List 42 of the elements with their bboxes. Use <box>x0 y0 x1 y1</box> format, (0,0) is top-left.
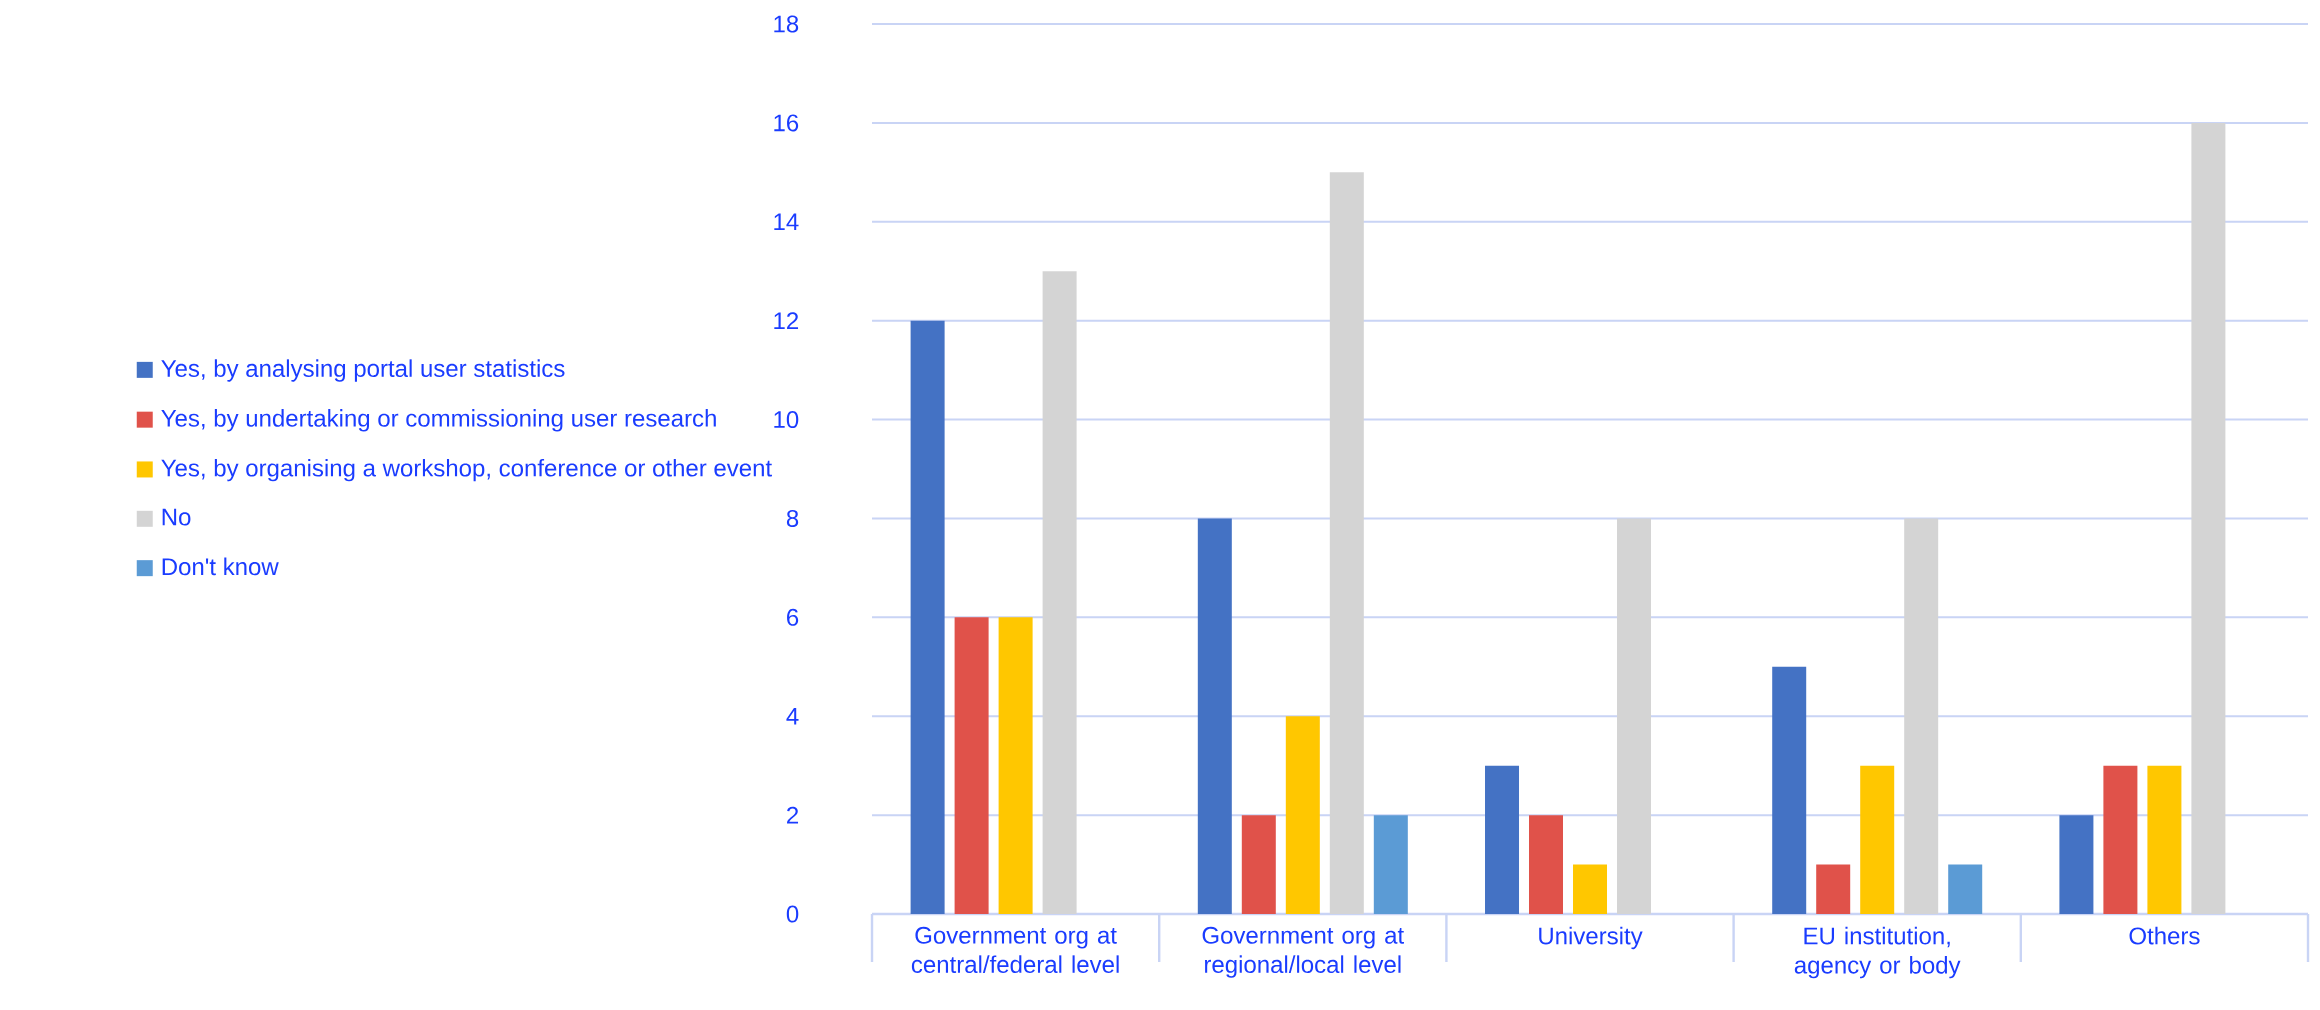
y-tick-label: 6 <box>787 608 799 626</box>
bar <box>2059 815 2094 915</box>
y-tick-label: 12 <box>774 312 799 330</box>
bar <box>1329 172 1364 915</box>
bar <box>1485 765 1520 915</box>
y-tick-label: 14 <box>774 213 799 231</box>
bar <box>1948 864 1983 915</box>
bar <box>1816 864 1851 915</box>
legend-label: Don't know <box>162 557 279 576</box>
legend-label: No <box>162 508 191 526</box>
y-tick-label: 8 <box>786 509 799 527</box>
x-tick-label: EU institution, agency or body <box>1794 926 1961 979</box>
bar <box>1241 815 1276 915</box>
bar <box>1573 864 1608 915</box>
bar <box>1373 815 1408 915</box>
bar <box>1042 271 1077 915</box>
x-tick-label: Government org at central/federal level <box>911 926 1119 974</box>
y-tick-label: 10 <box>774 411 799 429</box>
bar <box>1904 518 1939 915</box>
bar <box>2103 765 2138 915</box>
legend-label: Yes, by analysing portal user statistics <box>161 359 565 382</box>
legend-label: Yes, by organising a workshop, conference or other event <box>161 458 772 482</box>
bar <box>1860 765 1895 915</box>
bar <box>2191 122 2226 915</box>
bar <box>1197 518 1232 915</box>
bar <box>2147 765 2182 915</box>
y-tick-label: 0 <box>786 905 799 923</box>
y-tick-label: 2 <box>787 806 799 824</box>
bar <box>954 617 989 915</box>
y-tick-label: 18 <box>774 15 799 33</box>
bar <box>1529 815 1563 915</box>
x-tick-label: Government org at regional/local level <box>1202 926 1404 978</box>
bar <box>910 320 945 915</box>
y-tick-label: 16 <box>774 114 799 132</box>
bar <box>1285 716 1320 915</box>
bar <box>1772 666 1807 915</box>
x-tick-label: University <box>1539 926 1643 950</box>
legend-label: Yes, by undertaking or commissioning user research <box>161 409 716 432</box>
x-tick-label: Others <box>2129 926 2200 945</box>
bar <box>1617 518 1651 915</box>
y-tick-label: 4 <box>786 707 799 725</box>
bar <box>998 617 1033 915</box>
